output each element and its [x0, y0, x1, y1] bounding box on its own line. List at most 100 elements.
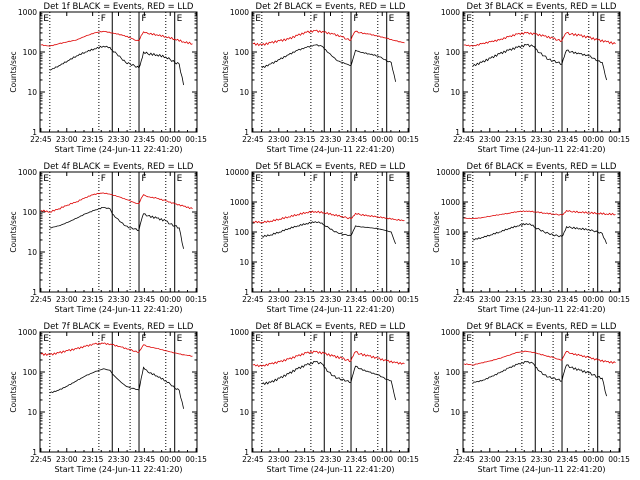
x-tick-label: 23:00 — [268, 295, 290, 304]
x-tick-label: 00:00 — [582, 295, 604, 304]
y-axis-label: Counts/sec — [9, 211, 18, 252]
y-axis-label: Counts/sec — [221, 211, 230, 252]
y-tick-label: 10000 — [436, 168, 460, 177]
interval-marker-label: E — [466, 14, 472, 24]
chart-panel-8: Det 8f BLACK = Events, RED = LLD 22:45 23:… — [221, 322, 419, 474]
plot-frame — [39, 11, 198, 133]
x-tick-label: 23:00 — [56, 295, 78, 304]
x-axis-label: Start Time (24-Jun-11 22:41:20) — [478, 145, 606, 154]
series-line-lld — [463, 209, 616, 220]
series-line-events — [49, 45, 184, 86]
x-tick-label: 00:15 — [608, 295, 630, 304]
interval-marker-label: E — [177, 174, 183, 184]
interval-marker-label: F — [524, 334, 529, 344]
series-line-lld — [40, 342, 193, 357]
y-tick-label: 1 — [244, 448, 249, 457]
interval-marker-label: E — [177, 334, 183, 344]
y-tick-label: 100 — [23, 208, 38, 217]
chart-panel-9: Det 9f BLACK = Events, RED = LLD 22:45 23:… — [432, 322, 630, 474]
y-tick-label: 1000 — [230, 8, 249, 17]
y-tick-label: 1000 — [230, 328, 249, 337]
plot-frame — [462, 171, 621, 293]
x-tick-label: 23:15 — [294, 135, 316, 144]
y-tick-label: 100 — [446, 228, 461, 237]
x-tick-label: 00:15 — [185, 455, 207, 464]
x-tick-label: 22:45 — [453, 295, 475, 304]
x-tick-label: 22:45 — [242, 455, 264, 464]
series-line-lld — [252, 29, 405, 47]
chart-title: Det 9f BLACK = Events, RED = LLD — [467, 322, 617, 332]
x-tick-label: 23:45 — [134, 455, 156, 464]
interval-marker-label: E — [389, 174, 395, 184]
x-tick-label: 00:15 — [397, 295, 419, 304]
x-tick-label: 23:15 — [82, 455, 104, 464]
y-tick-label: 1000 — [441, 328, 460, 337]
interval-marker-label: E — [389, 334, 395, 344]
y-axis-label: Counts/sec — [432, 51, 441, 92]
x-axis-label: Start Time (24-Jun-11 22:41:20) — [55, 145, 183, 154]
x-tick-label: 23:45 — [346, 455, 368, 464]
x-tick-label: 23:30 — [108, 295, 130, 304]
interval-marker-label: F — [564, 334, 569, 344]
interval-marker-label: F — [141, 334, 146, 344]
chart-panel-7: Det 7f BLACK = Events, RED = LLD 22:45 23:… — [9, 322, 207, 474]
plot-frame — [251, 171, 410, 293]
plot-frame — [39, 171, 198, 293]
plot-frame — [251, 331, 410, 453]
y-axis-label: Counts/sec — [9, 51, 18, 92]
series-line-events — [49, 366, 184, 409]
chart-title: Det 8f BLACK = Events, RED = LLD — [256, 322, 406, 332]
x-tick-label: 23:30 — [108, 135, 130, 144]
y-tick-label: 1 — [32, 288, 37, 297]
y-tick-label: 1 — [32, 448, 37, 457]
interval-marker-label: E — [600, 174, 606, 184]
y-tick-label: 10 — [239, 408, 249, 417]
y-tick-label: 1 — [455, 128, 460, 137]
x-tick-label: 23:15 — [505, 135, 527, 144]
interval-marker-label: E — [600, 14, 606, 24]
interval-marker-label: F — [101, 14, 106, 24]
x-axis-label: Start Time (24-Jun-11 22:41:20) — [55, 305, 183, 314]
x-tick-label: 22:45 — [30, 295, 52, 304]
interval-marker-label: E — [389, 14, 395, 24]
x-tick-label: 23:45 — [557, 455, 579, 464]
x-axis-label: Start Time (24-Jun-11 22:41:20) — [55, 465, 183, 474]
x-tick-label: 23:00 — [479, 135, 501, 144]
y-tick-label: 100 — [235, 368, 250, 377]
y-tick-label: 100 — [446, 48, 461, 57]
series-line-events — [472, 360, 607, 397]
chart-title: Det 1f BLACK = Events, RED = LLD — [44, 2, 194, 12]
chart-title: Det 5f BLACK = Events, RED = LLD — [256, 162, 406, 172]
y-axis-label: Counts/sec — [221, 51, 230, 92]
x-tick-label: 23:45 — [557, 135, 579, 144]
chart-title: Det 7f BLACK = Events, RED = LLD — [44, 322, 194, 332]
x-tick-label: 22:45 — [453, 455, 475, 464]
x-tick-label: 23:15 — [505, 455, 527, 464]
x-tick-label: 00:15 — [185, 135, 207, 144]
y-tick-label: 10 — [239, 258, 249, 267]
y-tick-label: 10 — [27, 248, 37, 257]
interval-marker-label: F — [141, 174, 146, 184]
interval-marker-label: F — [141, 14, 146, 24]
y-tick-label: 10 — [450, 258, 460, 267]
x-tick-label: 23:45 — [134, 135, 156, 144]
chart-panel-6: Det 6f BLACK = Events, RED = LLD 22:45 23:… — [432, 162, 630, 314]
interval-marker-label: E — [43, 14, 49, 24]
x-tick-label: 23:15 — [82, 135, 104, 144]
y-tick-label: 1000 — [18, 168, 37, 177]
interval-marker-label: F — [353, 14, 358, 24]
series-line-events — [261, 44, 396, 82]
interval-marker-label: F — [564, 174, 569, 184]
interval-marker-label: E — [600, 334, 606, 344]
x-tick-label: 23:15 — [82, 295, 104, 304]
y-tick-label: 100 — [235, 228, 250, 237]
x-tick-label: 22:45 — [453, 135, 475, 144]
y-tick-label: 1 — [244, 128, 249, 137]
series-line-lld — [40, 192, 193, 213]
chart-title: Det 3f BLACK = Events, RED = LLD — [467, 2, 617, 12]
x-axis-label: Start Time (24-Jun-11 22:41:20) — [478, 465, 606, 474]
x-tick-label: 00:15 — [185, 295, 207, 304]
y-tick-label: 10000 — [225, 168, 249, 177]
y-tick-label: 1000 — [18, 328, 37, 337]
x-tick-label: 23:00 — [56, 455, 78, 464]
